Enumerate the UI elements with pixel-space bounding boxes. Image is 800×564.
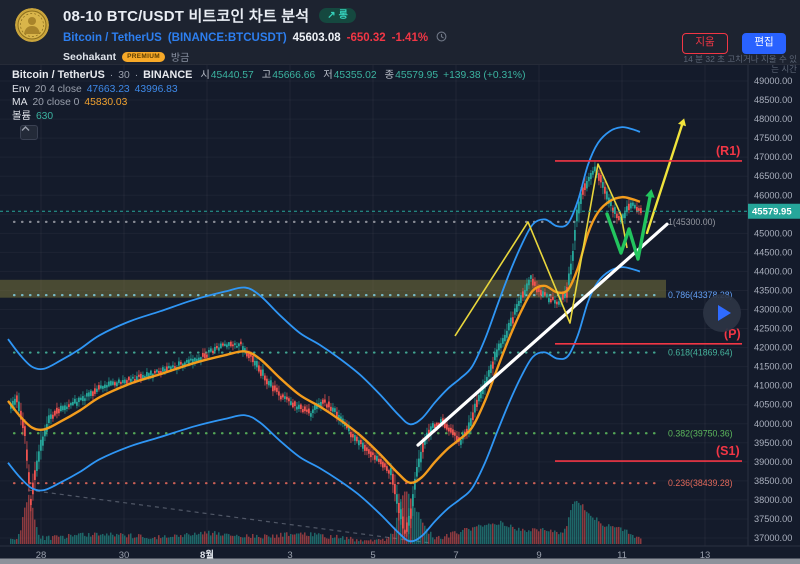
page-title: 08-10 BTC/USDT 비트코인 차트 분석: [63, 8, 310, 25]
svg-text:43000.00: 43000.00: [754, 305, 792, 315]
symbol-price: 45603.08: [292, 32, 341, 44]
svg-text:11: 11: [617, 550, 627, 561]
premium-badge: PREMIUM: [122, 51, 165, 62]
pivot-levels[interactable]: (R1)(P)(S1): [555, 144, 742, 462]
svg-text:49000.00: 49000.00: [754, 76, 792, 86]
symbol-exchange-link[interactable]: (BINANCE:BTCUSDT): [167, 32, 287, 44]
play-icon: [718, 305, 731, 321]
svg-text:38500.00: 38500.00: [754, 476, 792, 486]
fib-label: 0.382(39750.36): [668, 428, 733, 438]
svg-text:7: 7: [453, 550, 458, 561]
fib-label: 0.618(41869.64): [668, 348, 733, 358]
svg-text:46500.00: 46500.00: [754, 171, 792, 181]
grid-lines: [0, 65, 748, 546]
chevron-up-icon: [21, 126, 30, 131]
chart-canvas[interactable]: 1(45300.00) 0.786(43378.28) 0.618(41869.64…: [0, 65, 800, 564]
svg-text:43500.00: 43500.00: [754, 285, 792, 295]
chart-pane[interactable]: 1(45300.00) 0.786(43378.28) 0.618(41869.64…: [0, 64, 800, 564]
edit-button[interactable]: 편집: [742, 33, 786, 54]
svg-text:(R1): (R1): [716, 144, 740, 158]
svg-text:(S1): (S1): [716, 444, 740, 458]
green-projection-arrow[interactable]: [605, 189, 655, 261]
legend-volume-row[interactable]: 볼륨 630: [12, 110, 54, 122]
post-time: 방금: [170, 53, 190, 64]
support-trendline[interactable]: [416, 222, 669, 447]
fib-label: 1(45300.00): [668, 217, 716, 227]
author-name[interactable]: Seohakant: [63, 50, 117, 63]
svg-text:40500.00: 40500.00: [754, 400, 792, 410]
yellow-zigzag[interactable]: [454, 163, 628, 337]
delete-button[interactable]: 지움: [682, 33, 728, 54]
svg-text:41500.00: 41500.00: [754, 362, 792, 372]
svg-text:46000.00: 46000.00: [754, 190, 792, 200]
legend-symbol-row[interactable]: Bitcoin / TetherUS · 30 · BINANCE 시 45440…: [12, 69, 526, 81]
svg-text:9: 9: [536, 550, 541, 561]
svg-text:42500.00: 42500.00: [754, 324, 792, 334]
svg-text:41000.00: 41000.00: [754, 381, 792, 391]
svg-text:48000.00: 48000.00: [754, 114, 792, 124]
last-price-tag: 45579.95: [748, 203, 800, 219]
svg-text:44500.00: 44500.00: [754, 247, 792, 257]
svg-text:37500.00: 37500.00: [754, 514, 792, 524]
svg-text:39000.00: 39000.00: [754, 457, 792, 467]
supply-zone[interactable]: [0, 279, 666, 298]
svg-text:30: 30: [119, 550, 130, 561]
svg-text:47500.00: 47500.00: [754, 133, 792, 143]
svg-text:37000.00: 37000.00: [754, 533, 792, 543]
edit-timer-note: 14 분 32 초 고치거나 지울 수 있 는 시간: [683, 54, 797, 74]
svg-text:47000.00: 47000.00: [754, 152, 792, 162]
svg-text:39500.00: 39500.00: [754, 438, 792, 448]
yellow-projection-arrow[interactable]: [645, 118, 686, 235]
legend-ma-row[interactable]: MA 20 close 0 45830.03: [12, 97, 128, 108]
long-badge[interactable]: ↗ 롱: [319, 8, 356, 23]
svg-text:45000.00: 45000.00: [754, 228, 792, 238]
fib-label: 0.786(43378.28): [668, 290, 733, 300]
trend-up-icon: ↗: [327, 10, 336, 21]
ma-line[interactable]: [7, 195, 641, 485]
price-axis[interactable]: 37000.00 37500.00 38000.00 38500.00 39000.00…: [747, 65, 792, 546]
play-button[interactable]: [703, 294, 741, 332]
author-avatar[interactable]: [15, 8, 49, 42]
svg-text:38000.00: 38000.00: [754, 495, 792, 505]
time-axis[interactable]: 28 30 8월 3 5 7 9 11 13: [0, 545, 800, 561]
fib-label: 0.236(38439.28): [668, 478, 733, 488]
chart-legend: Bitcoin / TetherUS · 30 · BINANCE 시 45440…: [12, 69, 526, 123]
idea-title-block: 08-10 BTC/USDT 비트코인 차트 분석 ↗ 롱 Bitcoin / …: [63, 5, 447, 64]
svg-text:5: 5: [370, 550, 375, 561]
author-row: Seohakant PREMIUM 방금: [63, 49, 447, 65]
envelope-bands[interactable]: [7, 126, 641, 543]
svg-text:48500.00: 48500.00: [754, 95, 792, 105]
fib-retracement[interactable]: 1(45300.00) 0.786(43378.28) 0.618(41869.64…: [12, 217, 733, 488]
svg-text:8월: 8월: [200, 549, 214, 561]
symbol-change: -650.32: [346, 32, 386, 44]
svg-text:28: 28: [36, 550, 47, 561]
volume-bars: [10, 491, 642, 544]
svg-text:44000.00: 44000.00: [754, 266, 792, 276]
descending-trendline[interactable]: [27, 489, 431, 544]
symbol-pair-link[interactable]: Bitcoin / TetherUS: [63, 32, 162, 44]
svg-text:45579.95: 45579.95: [752, 207, 792, 218]
legend-collapse-button[interactable]: [20, 125, 38, 140]
idea-header: 08-10 BTC/USDT 비트코인 차트 분석 ↗ 롱 Bitcoin / …: [0, 0, 800, 73]
symbol-row: Bitcoin / TetherUS (BINANCE:BTCUSDT) 456…: [63, 31, 447, 45]
symbol-change-pct: -1.41%: [391, 32, 429, 44]
clock-icon: [436, 31, 447, 45]
legend-env-row[interactable]: Env 20 4 close 47663.23 43996.83: [12, 83, 178, 95]
svg-text:42000.00: 42000.00: [754, 343, 792, 353]
page-bottom-strip: [0, 558, 800, 564]
svg-text:3: 3: [287, 550, 292, 561]
svg-text:40000.00: 40000.00: [754, 419, 792, 429]
svg-text:13: 13: [700, 550, 711, 561]
